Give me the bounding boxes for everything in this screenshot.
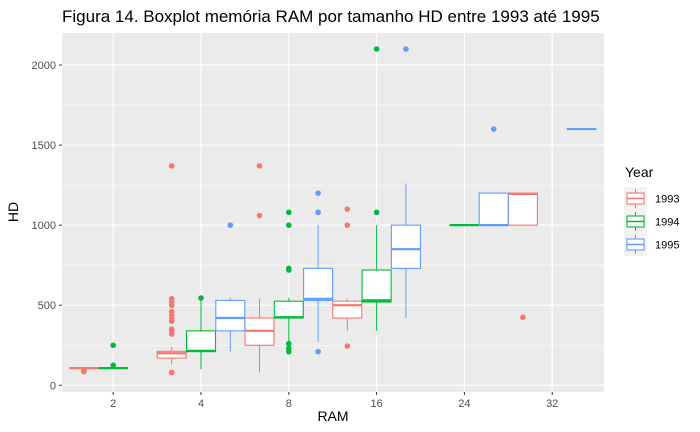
outlier-point [315,209,321,216]
outlier-point [286,222,292,228]
legend-key-1995 [624,233,647,256]
box-1993-8 [244,163,275,373]
box-1994-2 [98,342,129,370]
outlier-point [315,190,321,196]
y-axis: 0 500 1000 1500 2000 [32,60,62,392]
outlier-point [168,296,175,302]
outlier-point [110,342,116,349]
box-rect [332,300,363,319]
box-rect [156,350,187,359]
outlier-point [198,295,204,301]
box-1995-24 [478,126,509,227]
outlier-point [256,163,263,169]
y-tick-label: 0 [50,380,56,392]
outlier-point [168,326,175,333]
outlier-point [286,340,292,347]
x-tick-label: 4 [198,398,204,410]
legend-key-1993 [624,187,647,210]
legend-label-1995: 1995 [655,240,679,252]
y-tick-label: 2000 [32,60,56,72]
y-tick-label: 500 [38,300,56,312]
outlier-point [286,209,292,216]
outlier-point [315,348,321,355]
box-rect [390,224,421,269]
outlier-point [520,314,526,321]
box-1995-4 [215,222,246,352]
box-rect [185,330,217,353]
x-tick-label: 8 [286,398,292,410]
box-rect [507,192,538,226]
outlier-point [168,163,175,169]
x-axis: 2 4 8 16 24 32 [110,392,558,410]
outlier-point [168,308,175,315]
box-rect [215,299,246,332]
box-rect [478,192,509,226]
y-tick-label: 1500 [32,140,56,152]
box-1993-16 [332,206,363,349]
x-tick-label: 24 [458,398,470,410]
outlier-point [373,209,380,216]
box-1994-8 [273,209,304,355]
box-1995-16 [390,46,421,319]
outlier-point [81,368,87,374]
outlier-point [403,46,409,52]
legend-label-1994: 1994 [655,217,679,229]
y-tick-label: 1000 [32,220,56,232]
box-rect [361,269,392,303]
y-axis-label: HD [5,202,21,222]
outlier-point [373,46,380,52]
outlier-point [227,222,234,228]
outlier-point [256,212,263,219]
outlier-point [168,369,175,376]
x-tick-label: 32 [546,398,558,410]
legend-label-1993: 1993 [655,194,679,206]
boxes-layer [68,46,597,376]
box-1993-32 [507,192,538,321]
box-1995-8 [303,190,334,355]
x-axis-label: RAM [317,408,348,424]
legend-title: Year [625,164,654,180]
outlier-point [286,265,292,272]
outlier-point [490,126,497,132]
box-1994-4 [185,295,217,370]
box-rect [303,267,334,301]
box-1993-4 [156,163,187,376]
box-rect [273,300,304,319]
x-tick-label: 16 [370,398,382,410]
legend-key-1994 [624,210,647,233]
legend: Year 1993 1994 1995 [624,164,679,256]
outlier-point [344,206,351,212]
outlier-point [344,222,351,228]
grid-minor [62,104,604,346]
box-1994-16 [361,46,392,331]
outlier-point [110,362,116,369]
x-tick-label: 2 [110,398,116,410]
outlier-point [344,343,351,349]
chart-title: Figura 14. Boxplot memória RAM por taman… [62,7,600,26]
outlier-point [286,345,292,352]
